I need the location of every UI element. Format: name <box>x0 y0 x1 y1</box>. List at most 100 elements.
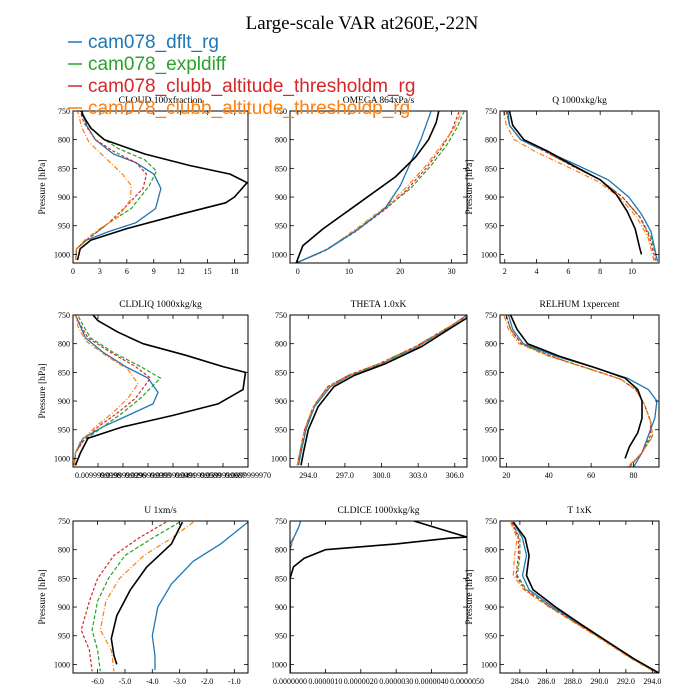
series-line-4 <box>503 315 654 467</box>
series-line-2 <box>91 521 180 672</box>
x-tick-label: 294.0 <box>299 471 317 480</box>
x-tick-label: 10 <box>628 267 636 276</box>
series-group <box>73 315 247 466</box>
x-tick-label: 290.0 <box>590 677 608 686</box>
series-line-1 <box>297 315 467 466</box>
series-line-3 <box>502 111 655 262</box>
series-line-1 <box>512 521 659 673</box>
series-group <box>290 521 467 673</box>
panel-title: CLOUD 100xfraction <box>119 95 203 106</box>
x-tick-label: 0.0099999998 <box>75 471 121 480</box>
x-tick-label: -1.0 <box>228 677 241 686</box>
series-line-3 <box>295 111 463 263</box>
y-tick-label: 850 <box>275 368 287 377</box>
y-tick-label: 1000 <box>54 454 70 463</box>
x-tick-label: 297.0 <box>336 471 354 480</box>
y-tick-label: 800 <box>275 340 287 349</box>
series-group <box>503 315 658 467</box>
series-line-4 <box>99 521 194 672</box>
x-tick-label: 3 <box>98 267 102 276</box>
series-line-5 <box>110 521 184 665</box>
plot-frame <box>289 520 468 674</box>
panel-7: 750 800 850 900 950 1000 -6.0 -5.0 -4.0 -3.0 -2.0 -… <box>38 506 249 686</box>
x-tick-label: 10 <box>345 267 353 276</box>
plot-frame <box>72 110 249 264</box>
x-tick-label: 0 <box>296 267 300 276</box>
x-tick-label: 20 <box>396 267 404 276</box>
series-line-5 <box>76 111 248 261</box>
series-line-5 <box>509 315 643 459</box>
series-line-2 <box>73 315 162 466</box>
x-tick-label: 303.0 <box>409 471 427 480</box>
series-line-2 <box>505 111 657 262</box>
plot-frame <box>499 314 660 468</box>
x-tick-label: 0.0000000 <box>273 677 307 686</box>
y-tick-label: 900 <box>58 193 70 202</box>
panel-title: T 1xK <box>567 506 592 516</box>
y-tick-label: 950 <box>275 222 287 231</box>
series-line-4 <box>507 111 659 262</box>
legend-label: cam078_clubb_altitude_thresholdp_rg <box>88 98 410 119</box>
x-tick-label: 2 <box>503 267 507 276</box>
x-tick-label: 0 <box>71 267 75 276</box>
y-axis-label: Pressure [hPa] <box>38 159 48 214</box>
y-tick-label: 750 <box>58 107 70 116</box>
x-tick-label: -2.0 <box>201 677 214 686</box>
x-tick-label: 0.0499999989 <box>175 471 221 480</box>
x-tick-label: 286.0 <box>537 677 555 686</box>
series-line-3 <box>296 315 467 466</box>
y-tick-label: 850 <box>58 368 70 377</box>
panel-6: 750 800 850 900 950 1000 20 40 60 80 RELHUM 1xperc… <box>481 300 660 480</box>
legend-label: cam078_clubb_altitude_thresholdm_rg <box>88 76 415 97</box>
y-tick-label: 950 <box>275 426 287 435</box>
x-tick-label: 18 <box>231 267 239 276</box>
x-tick-label: 294.0 <box>643 677 661 686</box>
series-group <box>296 315 467 466</box>
panel-title: THETA 1.0xK <box>351 300 407 310</box>
x-tick-label: -5.0 <box>119 677 132 686</box>
legend-item: cam078_clubb_altitude_thresholdp_rg <box>68 98 410 119</box>
series-line-5 <box>508 111 643 255</box>
panel-3: 750 800 850 900 950 1000 2 4 6 8 10 Q 1000xkg/kg Pre… <box>465 96 660 276</box>
series-line-3 <box>75 111 148 261</box>
x-tick-label: 6 <box>125 267 129 276</box>
x-tick-label: 0.0399999991 <box>150 471 196 480</box>
series-line-5 <box>74 315 247 466</box>
legend: cam078_dflt_rgcam078_expldiffcam078_club… <box>68 32 415 119</box>
x-tick-label: 0.0699999970 <box>225 471 271 480</box>
x-tick-label: 0.0599999987 <box>200 471 246 480</box>
series-group <box>80 521 248 672</box>
x-tick-label: 288.0 <box>564 677 582 686</box>
plot-frame <box>289 314 468 468</box>
y-tick-label: 900 <box>58 397 70 406</box>
y-tick-label: 1000 <box>54 660 70 669</box>
x-tick-label: 20 <box>502 471 510 480</box>
panel-5: 750 800 850 900 950 1000 294.0 297.0 300.0 303.0 3… <box>271 300 468 480</box>
y-tick-label: 850 <box>485 164 497 173</box>
x-tick-label: 12 <box>177 267 185 276</box>
panel-title: CLDLIQ 1000xkg/kg <box>119 300 202 310</box>
y-tick-label: 900 <box>275 603 287 612</box>
x-tick-label: 60 <box>587 471 595 480</box>
y-tick-label: 850 <box>58 164 70 173</box>
y-tick-label: 800 <box>58 546 70 555</box>
y-axis-label: Pressure [hPa] <box>38 363 48 418</box>
y-tick-label: 750 <box>275 311 287 320</box>
y-tick-label: 1000 <box>481 250 497 259</box>
y-tick-label: 950 <box>58 426 70 435</box>
y-tick-label: 900 <box>58 603 70 612</box>
series-line-5 <box>290 521 467 673</box>
panel-title: Q 1000xkg/kg <box>552 96 607 106</box>
y-tick-label: 950 <box>58 632 70 641</box>
legend-item: cam078_expldiff <box>68 54 227 75</box>
series-group <box>502 111 659 262</box>
y-tick-label: 950 <box>485 222 497 231</box>
y-tick-label: 850 <box>485 368 497 377</box>
y-tick-label: 1000 <box>271 250 287 259</box>
series-line-5 <box>300 317 467 466</box>
series-line-3 <box>80 521 167 672</box>
series-line-2 <box>511 521 658 673</box>
series-line-4 <box>75 111 132 261</box>
